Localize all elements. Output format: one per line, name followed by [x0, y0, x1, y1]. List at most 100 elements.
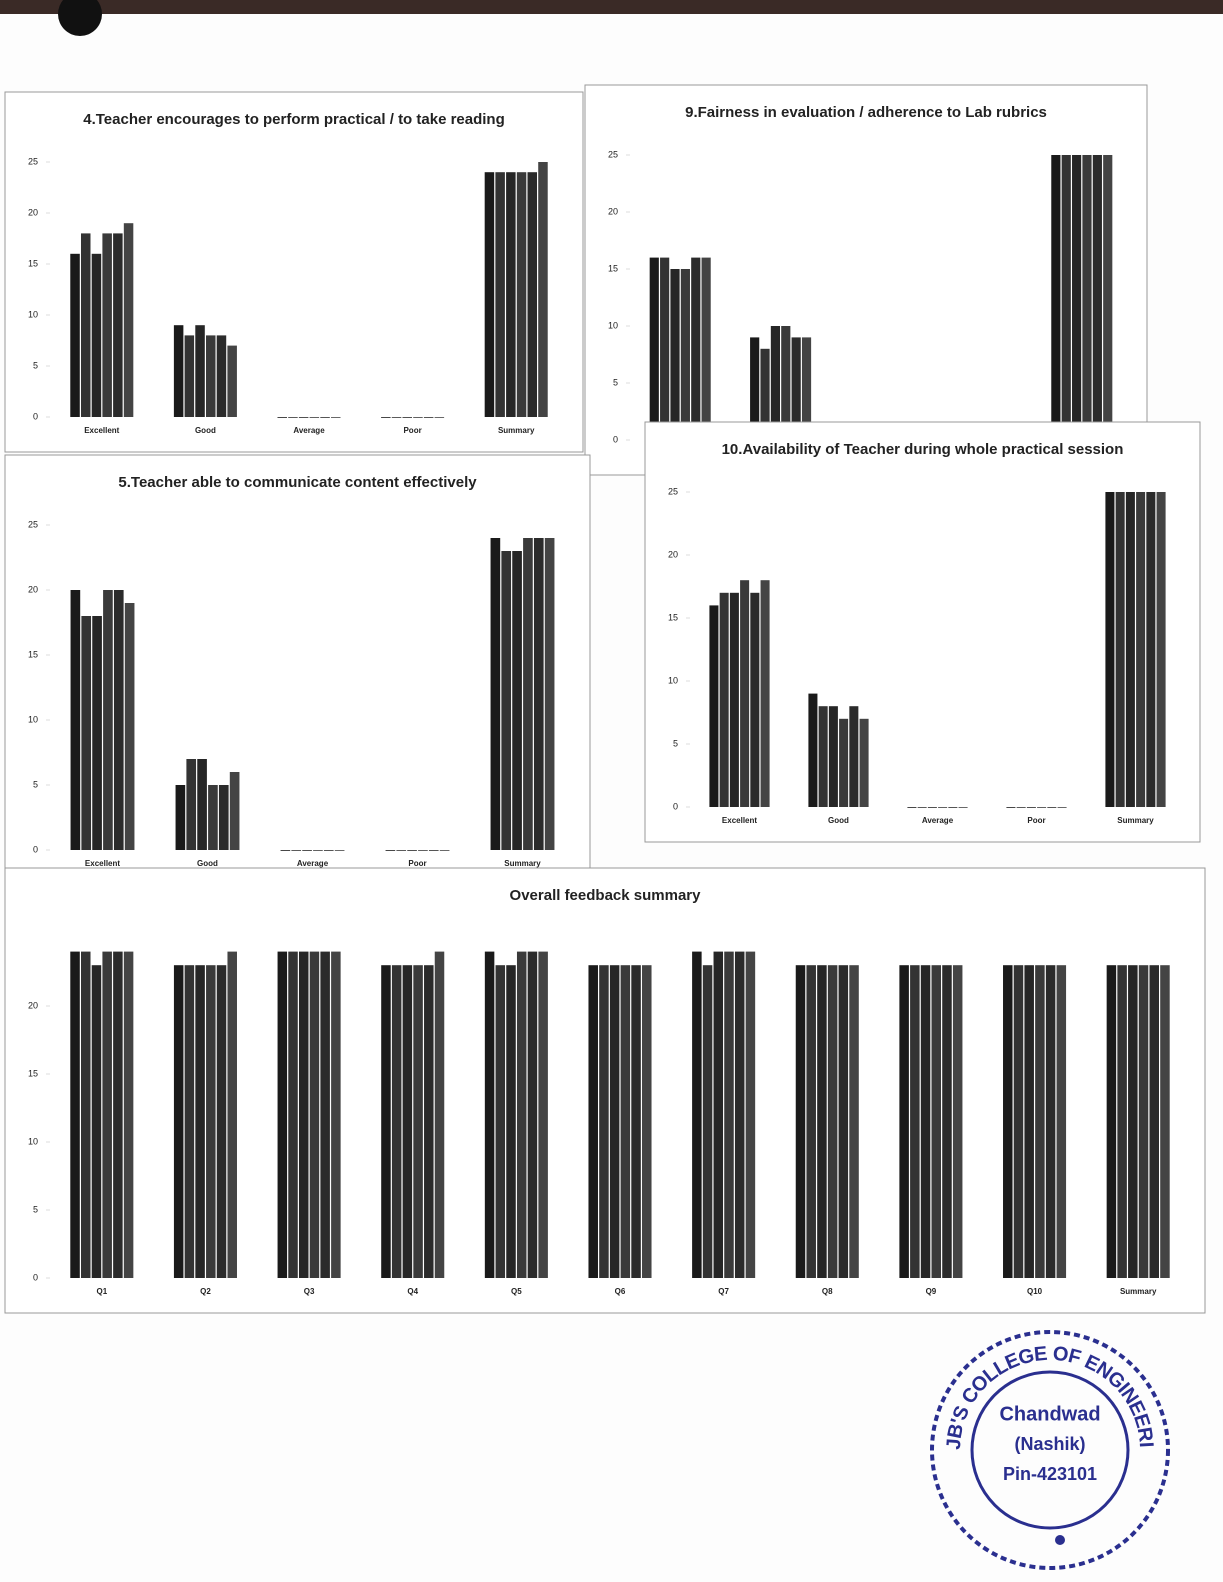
- bar: [952, 965, 963, 1278]
- bar: [808, 693, 818, 807]
- y-tick-label: 0: [673, 801, 678, 811]
- bar: [781, 326, 791, 440]
- bar: [770, 326, 780, 440]
- bar: [70, 590, 81, 850]
- bar: [828, 706, 838, 807]
- chart-title: 4.Teacher encourages to perform practica…: [83, 111, 505, 128]
- punch-hole: [58, 0, 102, 36]
- chart-title: 10.Availability of Teacher during whole …: [722, 441, 1124, 458]
- bar: [70, 951, 80, 1278]
- bar: [113, 951, 123, 1278]
- stamp-line: Chandwad: [999, 1403, 1100, 1425]
- bar: [434, 417, 445, 418]
- bar: [516, 172, 527, 417]
- bar: [277, 951, 288, 1278]
- bar: [1056, 965, 1067, 1278]
- bar: [501, 551, 512, 850]
- bar: [70, 253, 80, 417]
- bar: [859, 718, 869, 807]
- bar: [1072, 155, 1082, 440]
- bar: [323, 850, 334, 851]
- bar: [958, 807, 968, 808]
- bar: [1105, 492, 1115, 807]
- y-tick-label: 5: [33, 779, 38, 789]
- y-tick-label: 15: [28, 649, 38, 659]
- bar: [113, 590, 124, 850]
- x-tick-label: Q1: [96, 1287, 107, 1296]
- x-tick-label: Q8: [822, 1287, 833, 1296]
- x-tick-label: Summary: [498, 426, 535, 435]
- bar: [516, 951, 527, 1278]
- bar: [806, 965, 816, 1278]
- bar: [208, 785, 218, 850]
- y-tick-label: 10: [28, 714, 38, 724]
- bar: [396, 850, 407, 851]
- bar: [1136, 492, 1146, 807]
- x-tick-label: Summary: [1120, 1287, 1157, 1296]
- y-tick-label: 0: [33, 411, 38, 421]
- bar: [288, 951, 298, 1278]
- bar: [175, 785, 186, 850]
- chart-title: Overall feedback summary: [510, 887, 702, 904]
- stamp-line: (Nashik): [1014, 1434, 1085, 1454]
- x-tick-label: Q2: [200, 1287, 211, 1296]
- bar: [298, 417, 309, 418]
- bar: [216, 335, 227, 417]
- x-tick-label: Summary: [504, 859, 541, 868]
- bar: [391, 417, 402, 418]
- chart: 5.Teacher able to communicate content ef…: [4, 454, 591, 886]
- bar: [218, 785, 229, 850]
- bar: [1024, 965, 1034, 1278]
- chart: 4.Teacher encourages to perform practica…: [4, 91, 584, 453]
- bar: [1061, 155, 1071, 440]
- y-tick-label: 0: [33, 1272, 38, 1282]
- x-tick-label: Average: [293, 426, 325, 435]
- bar: [1156, 492, 1166, 807]
- bar: [1115, 492, 1125, 807]
- bar: [849, 965, 859, 1278]
- bar: [280, 850, 291, 851]
- bar: [649, 257, 659, 440]
- bar: [538, 951, 548, 1278]
- bar: [418, 850, 428, 851]
- y-tick-label: 25: [608, 149, 618, 159]
- x-tick-label: Q6: [615, 1287, 626, 1296]
- bar: [920, 965, 931, 1278]
- bar: [423, 417, 434, 418]
- bar: [123, 951, 134, 1278]
- bar: [948, 807, 958, 808]
- bar: [670, 269, 680, 440]
- bar: [407, 850, 417, 851]
- bar: [490, 538, 501, 850]
- y-tick-label: 5: [33, 360, 38, 370]
- charts: 4.Teacher encourages to perform practica…: [4, 84, 1206, 1314]
- bar: [402, 965, 413, 1278]
- bar: [186, 759, 197, 850]
- chart: 10.Availability of Teacher during whole …: [644, 421, 1201, 843]
- bar: [1149, 965, 1159, 1278]
- bar: [413, 417, 423, 418]
- bar: [1057, 807, 1067, 808]
- bar: [320, 951, 330, 1278]
- bar: [709, 605, 719, 807]
- bar: [1037, 807, 1047, 808]
- x-tick-label: Average: [297, 859, 329, 868]
- stamp-inner: [970, 1370, 1130, 1530]
- bar: [1092, 155, 1102, 440]
- bar: [1082, 155, 1092, 440]
- bar: [609, 965, 620, 1278]
- bar: [527, 172, 538, 417]
- bar: [750, 337, 760, 440]
- y-tick-label: 25: [28, 156, 38, 166]
- bar: [692, 951, 702, 1278]
- bar: [331, 951, 341, 1278]
- bar: [1045, 965, 1056, 1278]
- bar: [184, 965, 195, 1278]
- bar: [729, 592, 739, 807]
- bar: [1128, 965, 1138, 1278]
- stamp-outer: [930, 1330, 1170, 1570]
- top-edge: [0, 0, 1223, 14]
- bar: [91, 253, 102, 417]
- x-tick-label: Q9: [926, 1287, 937, 1296]
